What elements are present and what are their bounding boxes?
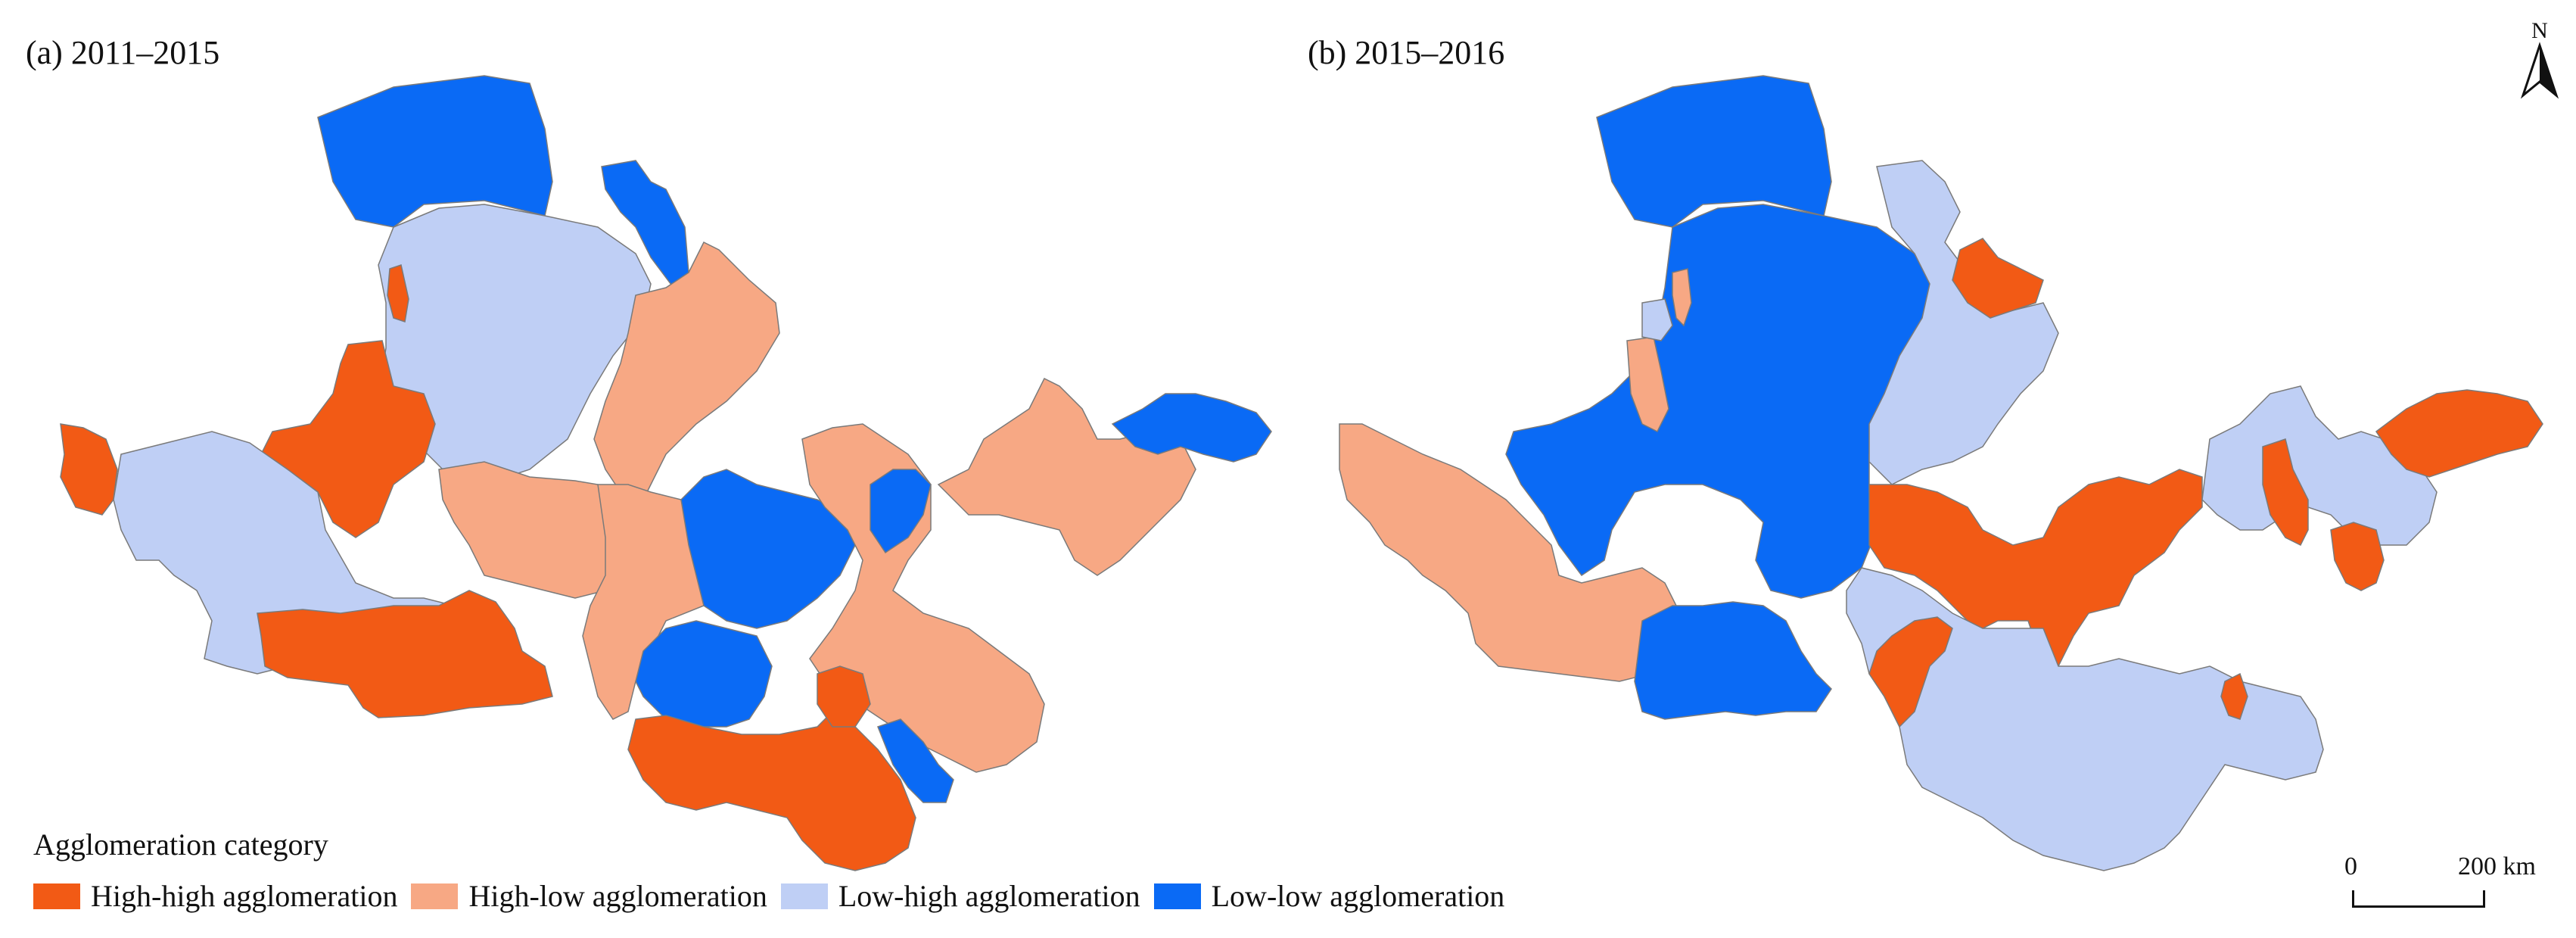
panel-b-title: (b) 2015–2016 bbox=[1308, 34, 1505, 71]
region-a-north-lowlow bbox=[317, 75, 553, 228]
north-label: N bbox=[2531, 18, 2548, 43]
scale-bar: 0 200 km bbox=[2338, 852, 2536, 921]
region-a-center-lowlow bbox=[680, 469, 856, 629]
region-b-e2-highhigh bbox=[2330, 522, 2385, 591]
high-low-swatch bbox=[411, 883, 459, 909]
region-b-fareast-highhigh bbox=[2375, 389, 2543, 478]
region-a-southspot-highhigh bbox=[817, 665, 871, 728]
panel-a-title: (a) 2011–2015 bbox=[26, 34, 220, 71]
region-b-central-highhigh bbox=[1868, 469, 2203, 675]
region-a-southeast-lowlow bbox=[877, 718, 954, 803]
region-a-west-highhigh bbox=[260, 340, 436, 538]
region-b-centre-lowlow bbox=[1505, 204, 1930, 599]
region-b-se-highhigh bbox=[2220, 672, 2248, 720]
region-b-east-lowhigh bbox=[2201, 385, 2438, 546]
region-b-north-lowlow bbox=[1596, 75, 1832, 228]
region-b-nestrip-lowhigh bbox=[1868, 160, 2059, 485]
region-a-tip-lowlow bbox=[870, 469, 932, 554]
region-b-strip-highlow bbox=[1672, 268, 1692, 327]
region-a-center2-lowlow bbox=[635, 620, 773, 728]
high-high-swatch bbox=[33, 883, 80, 909]
north-arrow: N bbox=[2517, 18, 2562, 109]
region-b-south-lowhigh bbox=[1846, 567, 2324, 871]
region-b-south-lowlow bbox=[1634, 601, 1832, 720]
legend-item-high-low: High-low agglomeration bbox=[411, 878, 767, 914]
region-a-fareast-lowlow bbox=[1111, 393, 1272, 463]
region-a-fareast-highhigh bbox=[60, 423, 118, 516]
region-b-ne-highhigh bbox=[1952, 238, 2044, 319]
low-low-swatch bbox=[1153, 883, 1201, 909]
legend-label: Low-high agglomeration bbox=[838, 879, 1140, 913]
legend-label: Low-low agglomeration bbox=[1211, 879, 1505, 913]
scale-zero-label: 0 bbox=[2344, 852, 2357, 880]
region-b-strip2-highlow bbox=[1626, 336, 1669, 433]
region-a-centralwest-highlow bbox=[438, 461, 621, 599]
region-b-sw-highhigh bbox=[1868, 616, 1953, 728]
map-a bbox=[60, 75, 1272, 871]
map-b bbox=[1339, 75, 2543, 871]
legend-item-low-low: Low-low agglomeration bbox=[1153, 878, 1505, 914]
legend-title: Agglomeration category bbox=[33, 827, 328, 862]
legend-label: High-high agglomeration bbox=[91, 879, 398, 913]
region-a-spot-highhigh bbox=[387, 264, 409, 323]
region-a-south-highhigh bbox=[627, 711, 916, 871]
low-high-swatch bbox=[780, 883, 828, 909]
scale-bar-line bbox=[2352, 890, 2485, 908]
legend-item-high-high: High-high agglomeration bbox=[33, 878, 397, 914]
legend-label: High-low agglomeration bbox=[468, 879, 767, 913]
region-a-column-highlow bbox=[593, 241, 780, 532]
north-arrow-icon bbox=[2520, 42, 2559, 99]
legend: High-high agglomeration High-low agglome… bbox=[33, 878, 1518, 914]
scale-distance-label: 200 km bbox=[2458, 852, 2536, 880]
region-b-lowhigh-spot bbox=[1641, 298, 1673, 341]
region-b-e1-highhigh bbox=[2262, 438, 2309, 547]
legend-item-low-high: Low-high agglomeration bbox=[780, 878, 1140, 914]
region-a-southwest-highhigh bbox=[257, 590, 553, 718]
